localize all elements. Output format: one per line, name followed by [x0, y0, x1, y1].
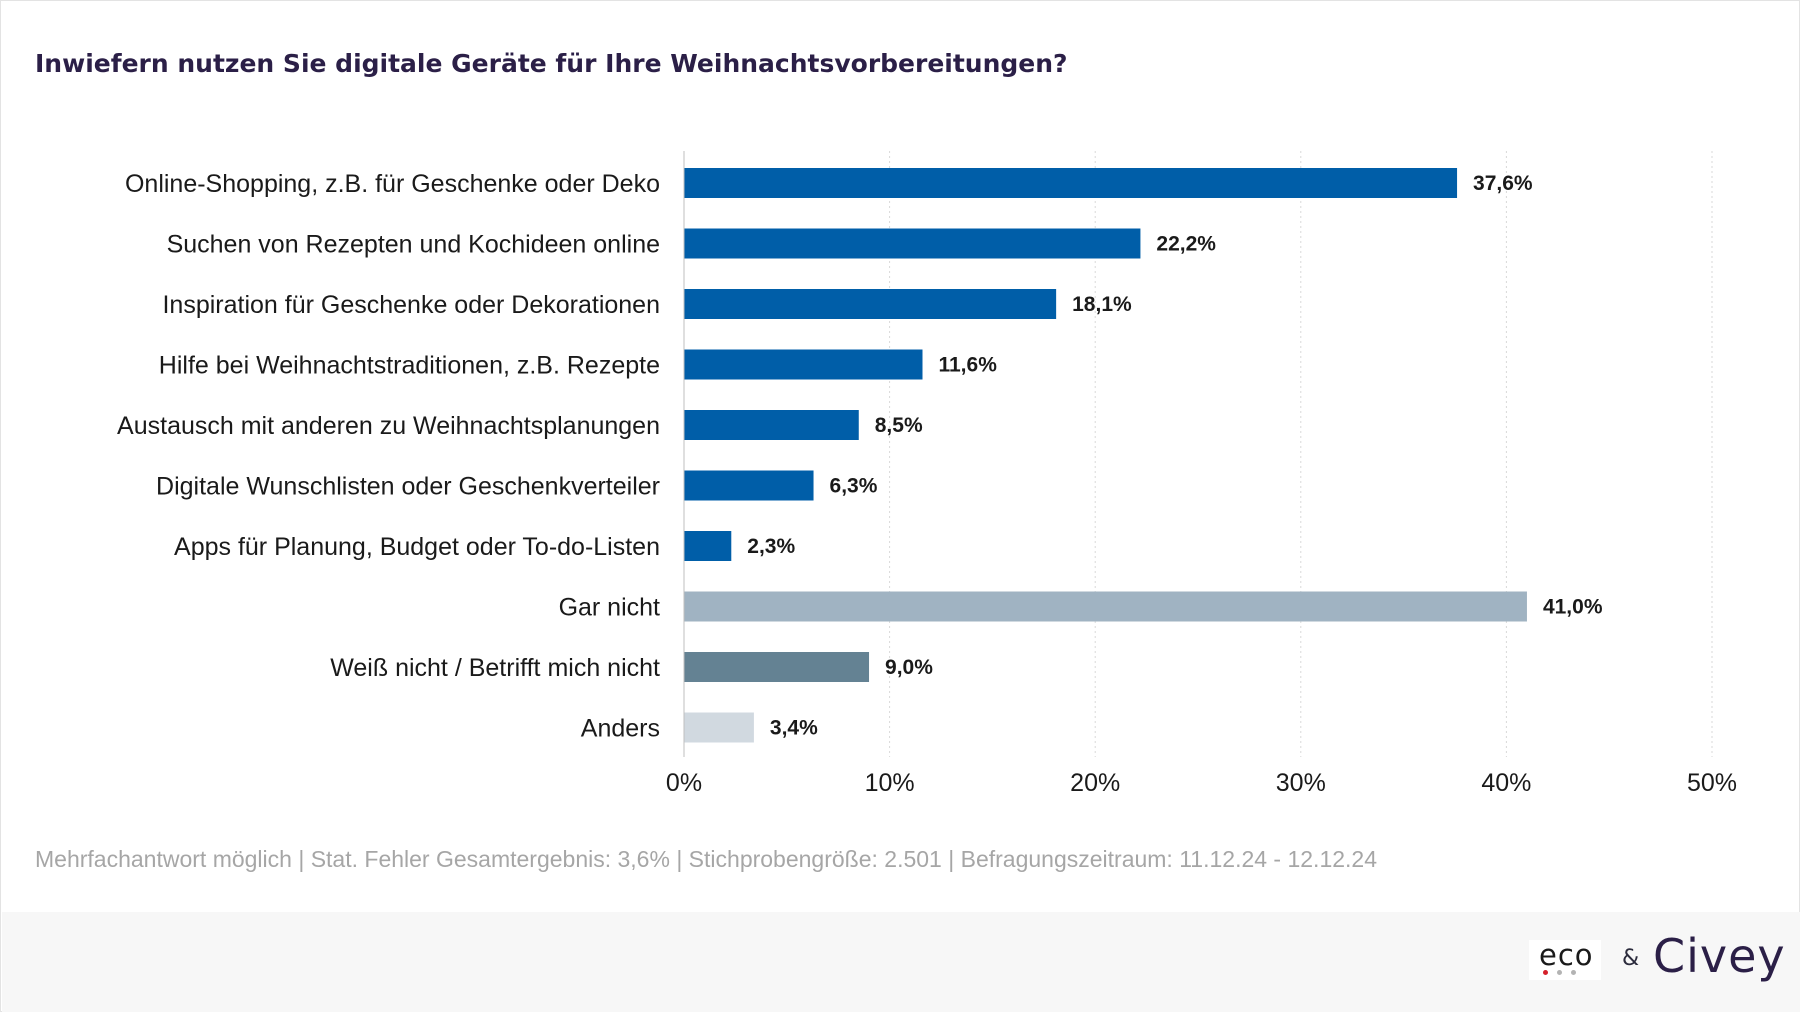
category-label: Hilfe bei Weihnachtstraditionen, z.B. Re… — [159, 352, 660, 380]
category-label: Gar nicht — [559, 594, 660, 622]
chart-title: Inwiefern nutzen Sie digitale Geräte für… — [35, 49, 1068, 78]
value-label: 22,2% — [1156, 233, 1216, 256]
x-tick-label: 50% — [1687, 769, 1737, 797]
civey-logo: Civey — [1653, 929, 1786, 983]
category-label: Austausch mit anderen zu Weihnachtsplanu… — [117, 412, 660, 440]
category-label: Inspiration für Geschenke oder Dekoratio… — [162, 291, 660, 319]
bar — [684, 168, 1458, 198]
bar — [684, 349, 923, 380]
value-label: 41,0% — [1543, 596, 1603, 619]
x-tick-label: 20% — [1070, 769, 1120, 797]
bar — [684, 591, 1527, 622]
category-label: Apps für Planung, Budget oder To-do-List… — [174, 533, 660, 561]
value-label: 3,4% — [770, 717, 818, 740]
x-tick-label: 10% — [865, 769, 915, 797]
x-tick-label: 30% — [1276, 769, 1326, 797]
footnote: Mehrfachantwort möglich | Stat. Fehler G… — [35, 846, 1378, 872]
footer-bar — [2, 912, 1800, 1012]
bar — [684, 652, 870, 682]
value-label: 6,3% — [830, 475, 878, 498]
value-label: 18,1% — [1072, 293, 1132, 316]
bar — [684, 712, 754, 743]
bar-chart: Online-Shopping, z.B. für Geschenke oder… — [117, 151, 1737, 797]
value-label: 8,5% — [875, 414, 923, 437]
bar — [684, 410, 859, 440]
eco-logo-dots — [1543, 970, 1576, 975]
bar — [684, 289, 1057, 319]
bar — [684, 531, 732, 561]
value-label: 11,6% — [938, 354, 997, 377]
x-tick-label: 0% — [666, 769, 702, 797]
bar — [684, 470, 814, 501]
eco-logo-text: eco — [1539, 938, 1594, 972]
value-label: 37,6% — [1473, 172, 1533, 195]
value-label: 2,3% — [747, 535, 795, 558]
bar — [684, 228, 1141, 259]
x-tick-label: 40% — [1481, 769, 1531, 797]
eco-logo: eco — [1529, 938, 1601, 980]
category-label: Online-Shopping, z.B. für Geschenke oder… — [125, 170, 660, 198]
value-label: 9,0% — [885, 656, 933, 679]
logo-ampersand: & — [1622, 946, 1640, 971]
category-label: Digitale Wunschlisten oder Geschenkverte… — [156, 473, 660, 501]
category-label: Weiß nicht / Betrifft mich nicht — [330, 654, 660, 682]
category-label: Suchen von Rezepten und Kochideen online — [167, 231, 660, 259]
category-label: Anders — [581, 715, 660, 743]
